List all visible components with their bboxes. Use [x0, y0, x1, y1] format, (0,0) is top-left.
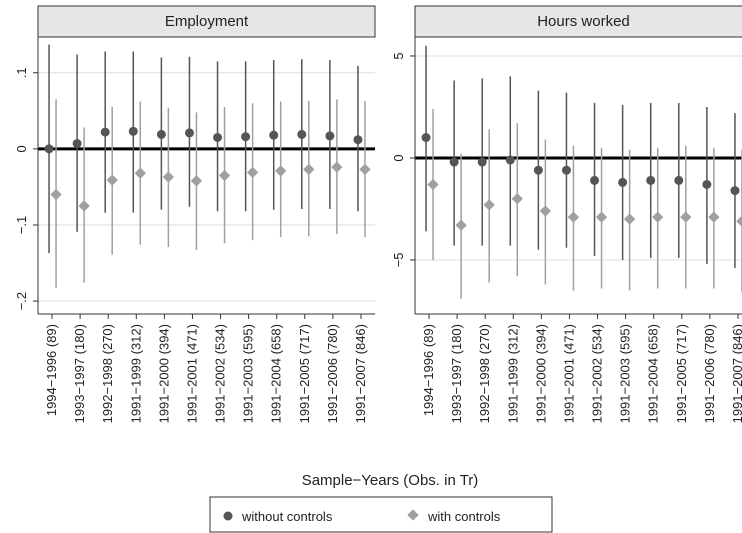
x-tick-label: 1991−2004 (658)	[269, 324, 284, 423]
point	[449, 157, 459, 167]
x-tick-label: 1991−2000 (394)	[156, 324, 171, 423]
point	[331, 161, 343, 173]
x-tick-label: 1994−1996 (89)	[44, 324, 59, 416]
panel-title: Hours worked	[537, 13, 630, 30]
point	[134, 167, 146, 179]
point	[511, 193, 523, 205]
x-tick-label: 1991−2002 (534)	[590, 324, 605, 423]
legend-label: with controls	[427, 509, 501, 524]
point	[623, 213, 636, 225]
point	[72, 139, 82, 149]
y-tick-label: −.1	[14, 216, 29, 234]
point	[567, 211, 580, 223]
x-tick-label: 1991−2001 (471)	[184, 324, 199, 423]
point	[455, 219, 467, 231]
point	[539, 205, 552, 217]
x-tick-label: 1991−2004 (658)	[646, 324, 661, 423]
point	[427, 178, 439, 191]
point	[590, 175, 600, 185]
legend-marker	[223, 511, 233, 521]
point	[483, 199, 495, 211]
x-tick-label: 1991−2007 (846)	[353, 324, 368, 423]
point	[162, 171, 175, 183]
point	[246, 166, 259, 179]
x-tick-label: 1993−1997 (180)	[72, 324, 87, 423]
x-tick-label: 1991−2005 (717)	[297, 324, 312, 423]
point	[702, 179, 712, 189]
x-tick-label: 1991−2000 (394)	[533, 324, 548, 423]
point	[533, 165, 543, 175]
y-tick-label: −.2	[14, 292, 29, 310]
x-tick-label: 1991−2003 (595)	[241, 324, 256, 423]
panel-header	[37, 5, 376, 38]
x-tick-label: 1991−2002 (534)	[213, 324, 228, 423]
legend-label: without controls	[241, 509, 333, 524]
point	[674, 175, 684, 185]
point	[50, 188, 62, 201]
point	[303, 163, 315, 176]
point	[353, 135, 363, 145]
y-tick-label: −5	[391, 253, 406, 268]
point	[477, 157, 487, 167]
x-tick-label: 1991−1999 (312)	[128, 324, 143, 423]
legend-marker	[407, 509, 419, 521]
x-tick-label: 1991−2006 (780)	[325, 324, 340, 423]
point	[156, 129, 166, 139]
point	[595, 211, 608, 223]
x-tick-label: 1991−2006 (780)	[702, 324, 717, 423]
point	[646, 175, 656, 185]
x-tick-label: 1994−1996 (89)	[421, 324, 436, 416]
point	[190, 175, 203, 187]
point	[275, 165, 287, 177]
point	[241, 132, 251, 142]
x-tick-label: 1992−1998 (270)	[100, 324, 115, 423]
x-tick-label: 1991−2005 (717)	[674, 324, 689, 423]
y-tick-label: .1	[14, 67, 29, 78]
point	[297, 129, 307, 139]
x-tick-label: 1992−1998 (270)	[477, 324, 492, 423]
panel-title: Employment	[165, 13, 249, 30]
point	[652, 211, 664, 223]
panel-header	[414, 5, 742, 38]
x-tick-label: 1991−1999 (312)	[505, 324, 520, 423]
point	[736, 215, 742, 227]
x-tick-label: 1991−2007 (846)	[730, 324, 742, 423]
x-tick-label: 1993−1997 (180)	[449, 324, 464, 423]
point	[78, 200, 90, 212]
point	[421, 133, 431, 143]
point	[708, 211, 720, 223]
point	[269, 130, 279, 140]
legend-box	[209, 496, 553, 533]
point	[359, 163, 371, 176]
point	[325, 131, 335, 141]
point	[561, 165, 571, 175]
x-axis-title: Sample−Years (Obs. in Tr)	[302, 472, 479, 489]
point	[100, 127, 110, 137]
point	[618, 177, 628, 187]
point	[218, 169, 231, 182]
point	[680, 211, 692, 223]
point	[106, 174, 118, 186]
point	[128, 126, 138, 136]
y-tick-label: 0	[14, 145, 29, 152]
point	[505, 155, 515, 165]
point	[184, 128, 194, 138]
x-tick-label: 1991−2001 (471)	[561, 324, 576, 423]
point	[44, 144, 54, 154]
point	[730, 186, 740, 196]
y-tick-label: 5	[391, 52, 406, 59]
x-tick-label: 1991−2003 (595)	[618, 324, 633, 423]
point	[213, 132, 223, 142]
y-tick-label: 0	[391, 154, 406, 161]
